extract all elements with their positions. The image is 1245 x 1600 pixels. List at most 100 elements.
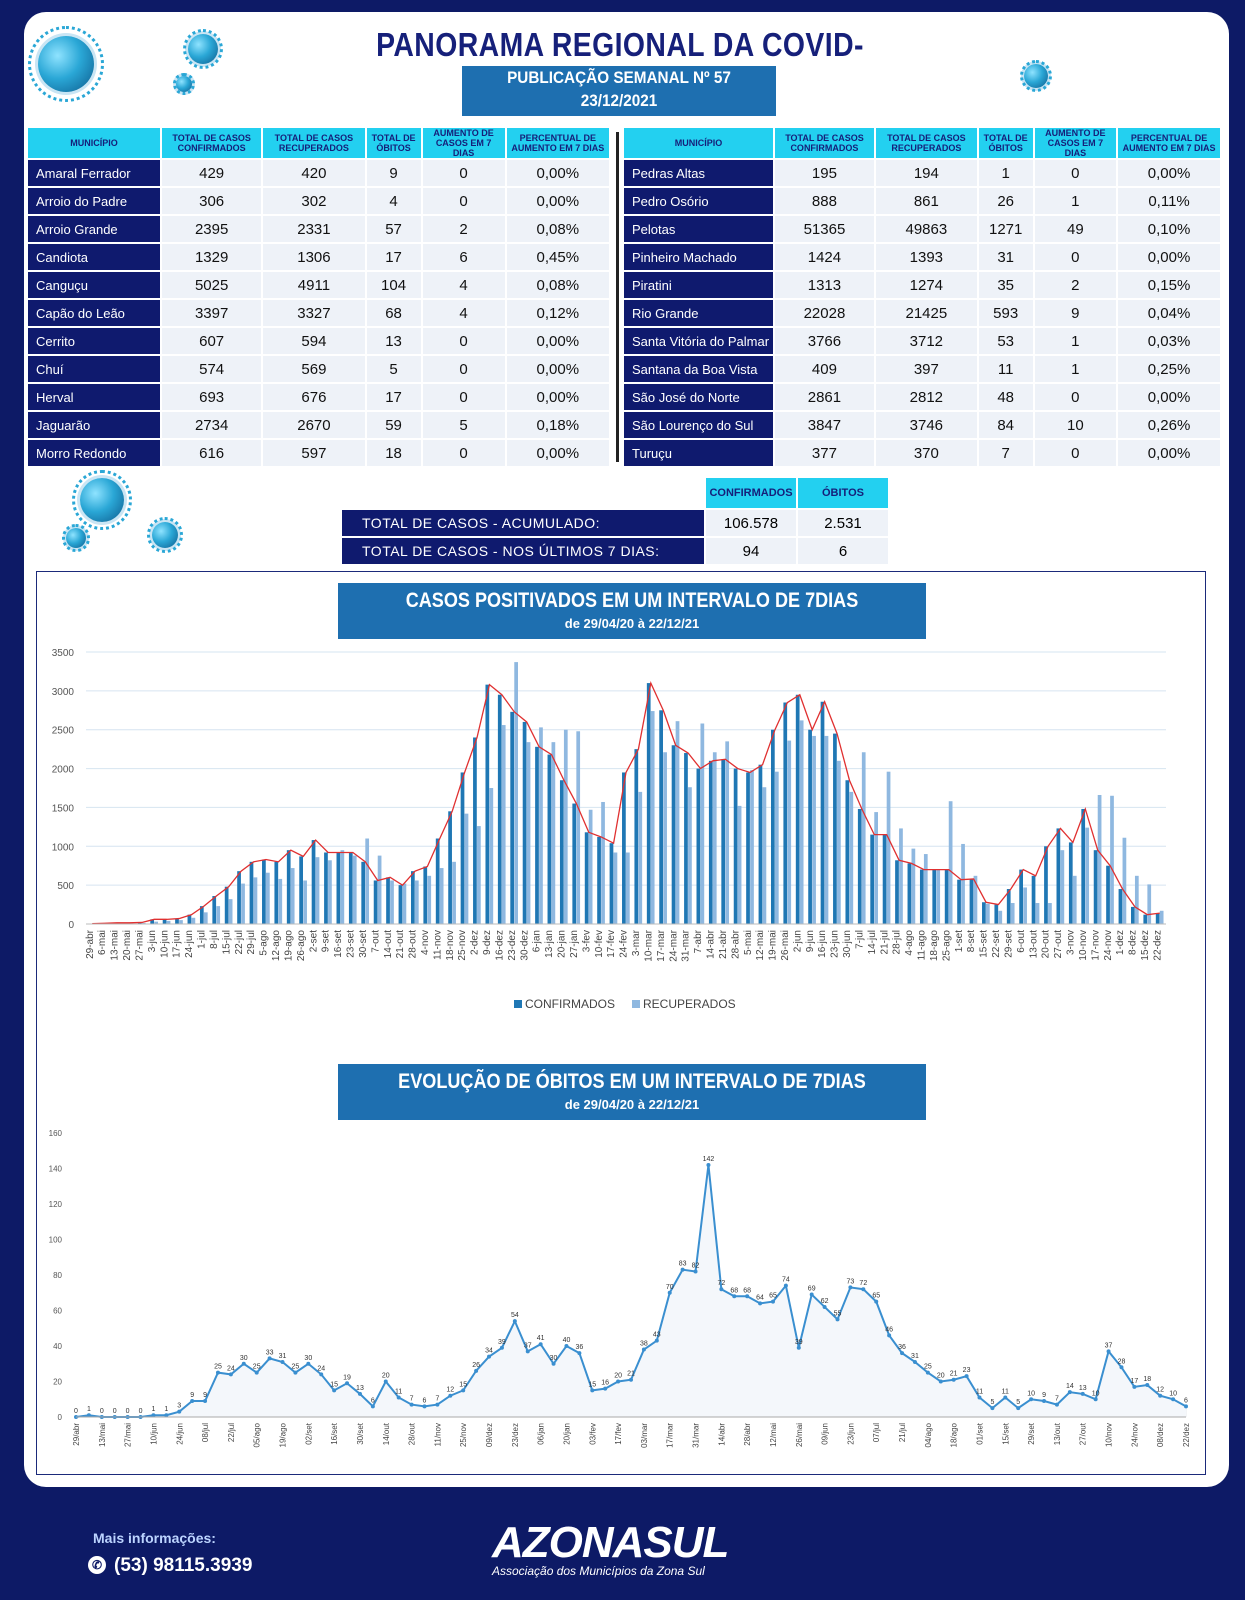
table-row: Morro Redondo 616 597 18 0 0,00%	[28, 440, 609, 466]
bar-confirmados	[435, 838, 440, 924]
bar-recuperados	[986, 903, 990, 924]
bar-recuperados	[1122, 837, 1127, 924]
col-obitos: TOTAL DE ÓBITOS	[366, 128, 421, 158]
bar-confirmados	[199, 906, 204, 924]
data-point	[822, 1304, 827, 1309]
data-point	[487, 1354, 492, 1359]
x-tick-label: 12-ago	[271, 930, 282, 962]
data-point	[1029, 1397, 1034, 1402]
data-point	[964, 1374, 969, 1379]
bar-recuperados	[675, 721, 680, 924]
table-cell: 84	[978, 412, 1033, 438]
bar-confirmados	[982, 902, 986, 924]
bar-recuperados	[588, 809, 593, 924]
x-tick-label: 09/jun	[821, 1423, 830, 1445]
bar-recuperados	[874, 812, 878, 924]
data-label: 11	[395, 1388, 402, 1395]
data-label: 0	[139, 1408, 143, 1415]
table-cell: 409	[775, 356, 874, 382]
bar-recuperados	[1159, 910, 1164, 924]
table-row: Canguçu 5025 4911 104 4 0,08%	[28, 272, 609, 298]
data-point	[435, 1402, 440, 1407]
data-point	[345, 1381, 350, 1386]
table-cell: 0,00%	[506, 356, 609, 382]
data-point	[409, 1402, 414, 1407]
municipality-name: Pelotas	[624, 216, 773, 242]
cases-chart-banner: CASOS POSITIVADOS EM UM INTERVALO DE 7DI…	[338, 583, 926, 639]
data-point	[1093, 1397, 1098, 1402]
bar-confirmados	[932, 869, 937, 924]
totals-week-label: TOTAL DE CASOS - NOS ÚLTIMOS 7 DIAS:	[342, 538, 704, 564]
data-point	[319, 1372, 324, 1377]
bar-recuperados	[526, 742, 531, 924]
x-tick-label: 4-nov	[420, 930, 431, 955]
bar-confirmados	[473, 737, 477, 924]
bar-recuperados	[303, 880, 307, 924]
bar-recuperados	[1085, 827, 1090, 924]
data-label: 55	[834, 1310, 842, 1317]
data-point	[280, 1359, 285, 1364]
data-point	[951, 1377, 956, 1382]
virus-icon	[62, 524, 90, 552]
data-point	[680, 1267, 685, 1272]
bar-confirmados	[497, 694, 502, 924]
bar-recuperados	[241, 883, 245, 924]
data-point	[215, 1370, 220, 1375]
data-label: 6	[423, 1397, 427, 1404]
bar-recuperados	[340, 850, 345, 924]
bar-confirmados	[572, 803, 577, 924]
x-tick-label: 17/fev	[614, 1423, 623, 1445]
x-tick-label: 19-ago	[283, 930, 294, 962]
x-tick-label: 02/set	[304, 1422, 313, 1445]
x-tick-label: 28/out	[408, 1422, 417, 1445]
table-cell: 48	[978, 384, 1033, 410]
x-tick-label: 29-jul	[246, 930, 257, 954]
table-cell: 0	[1034, 244, 1117, 270]
x-tick-label: 14-abr	[706, 929, 717, 959]
contact-phone[interactable]: ✆ (53) 98115.3939	[88, 1555, 252, 1577]
x-tick-label: 2-set	[308, 930, 319, 952]
data-label: 0	[113, 1408, 117, 1415]
virus-icon	[147, 517, 183, 553]
legend-swatch-confirmados	[514, 1000, 522, 1008]
municipality-name: Santana da Boa Vista	[624, 356, 773, 382]
bar-confirmados	[361, 861, 366, 924]
bar-confirmados	[386, 877, 390, 924]
table-cell: 3712	[875, 328, 977, 354]
col-municipio: MUNICÍPIO	[28, 128, 160, 158]
table-cell: 1	[1034, 188, 1117, 214]
data-point	[86, 1413, 91, 1418]
x-tick-label: 1-set	[954, 930, 965, 952]
table-cell: 5025	[162, 272, 262, 298]
x-tick-label: 22-jul	[234, 930, 245, 954]
table-cell: 6	[422, 244, 505, 270]
data-point	[616, 1379, 621, 1384]
data-label: 68	[730, 1287, 738, 1294]
table-row: Piratini 1313 1274 35 2 0,15%	[624, 272, 1220, 298]
data-point	[241, 1361, 246, 1366]
table-cell: 0	[422, 440, 505, 466]
x-tick-label: 6-mai	[97, 930, 108, 955]
x-tick-label: 31-mar	[681, 929, 692, 961]
data-label: 13	[1079, 1385, 1087, 1392]
data-label: 3	[177, 1403, 181, 1410]
x-tick-label: 7-out	[370, 930, 381, 953]
data-point	[887, 1333, 892, 1338]
table-cell: 676	[263, 384, 365, 410]
data-label: 15	[330, 1381, 338, 1388]
x-tick-label: 06/jan	[537, 1423, 546, 1445]
x-tick-label: 10/nov	[1105, 1423, 1114, 1447]
y-tick-label: 80	[53, 1271, 62, 1280]
x-tick-label: 14/abr	[717, 1423, 726, 1446]
data-label: 9	[190, 1392, 194, 1399]
bar-recuperados	[551, 742, 556, 924]
table-row: Arroio Grande 2395 2331 57 2 0,08%	[28, 216, 609, 242]
data-label: 43	[653, 1332, 661, 1339]
data-label: 70	[666, 1284, 674, 1291]
data-label: 1	[87, 1406, 91, 1413]
municipality-name: Santa Vitória do Palmar	[624, 328, 773, 354]
table-divider	[616, 132, 619, 462]
bar-confirmados	[795, 694, 800, 924]
x-tick-label: 20/jan	[562, 1423, 571, 1445]
